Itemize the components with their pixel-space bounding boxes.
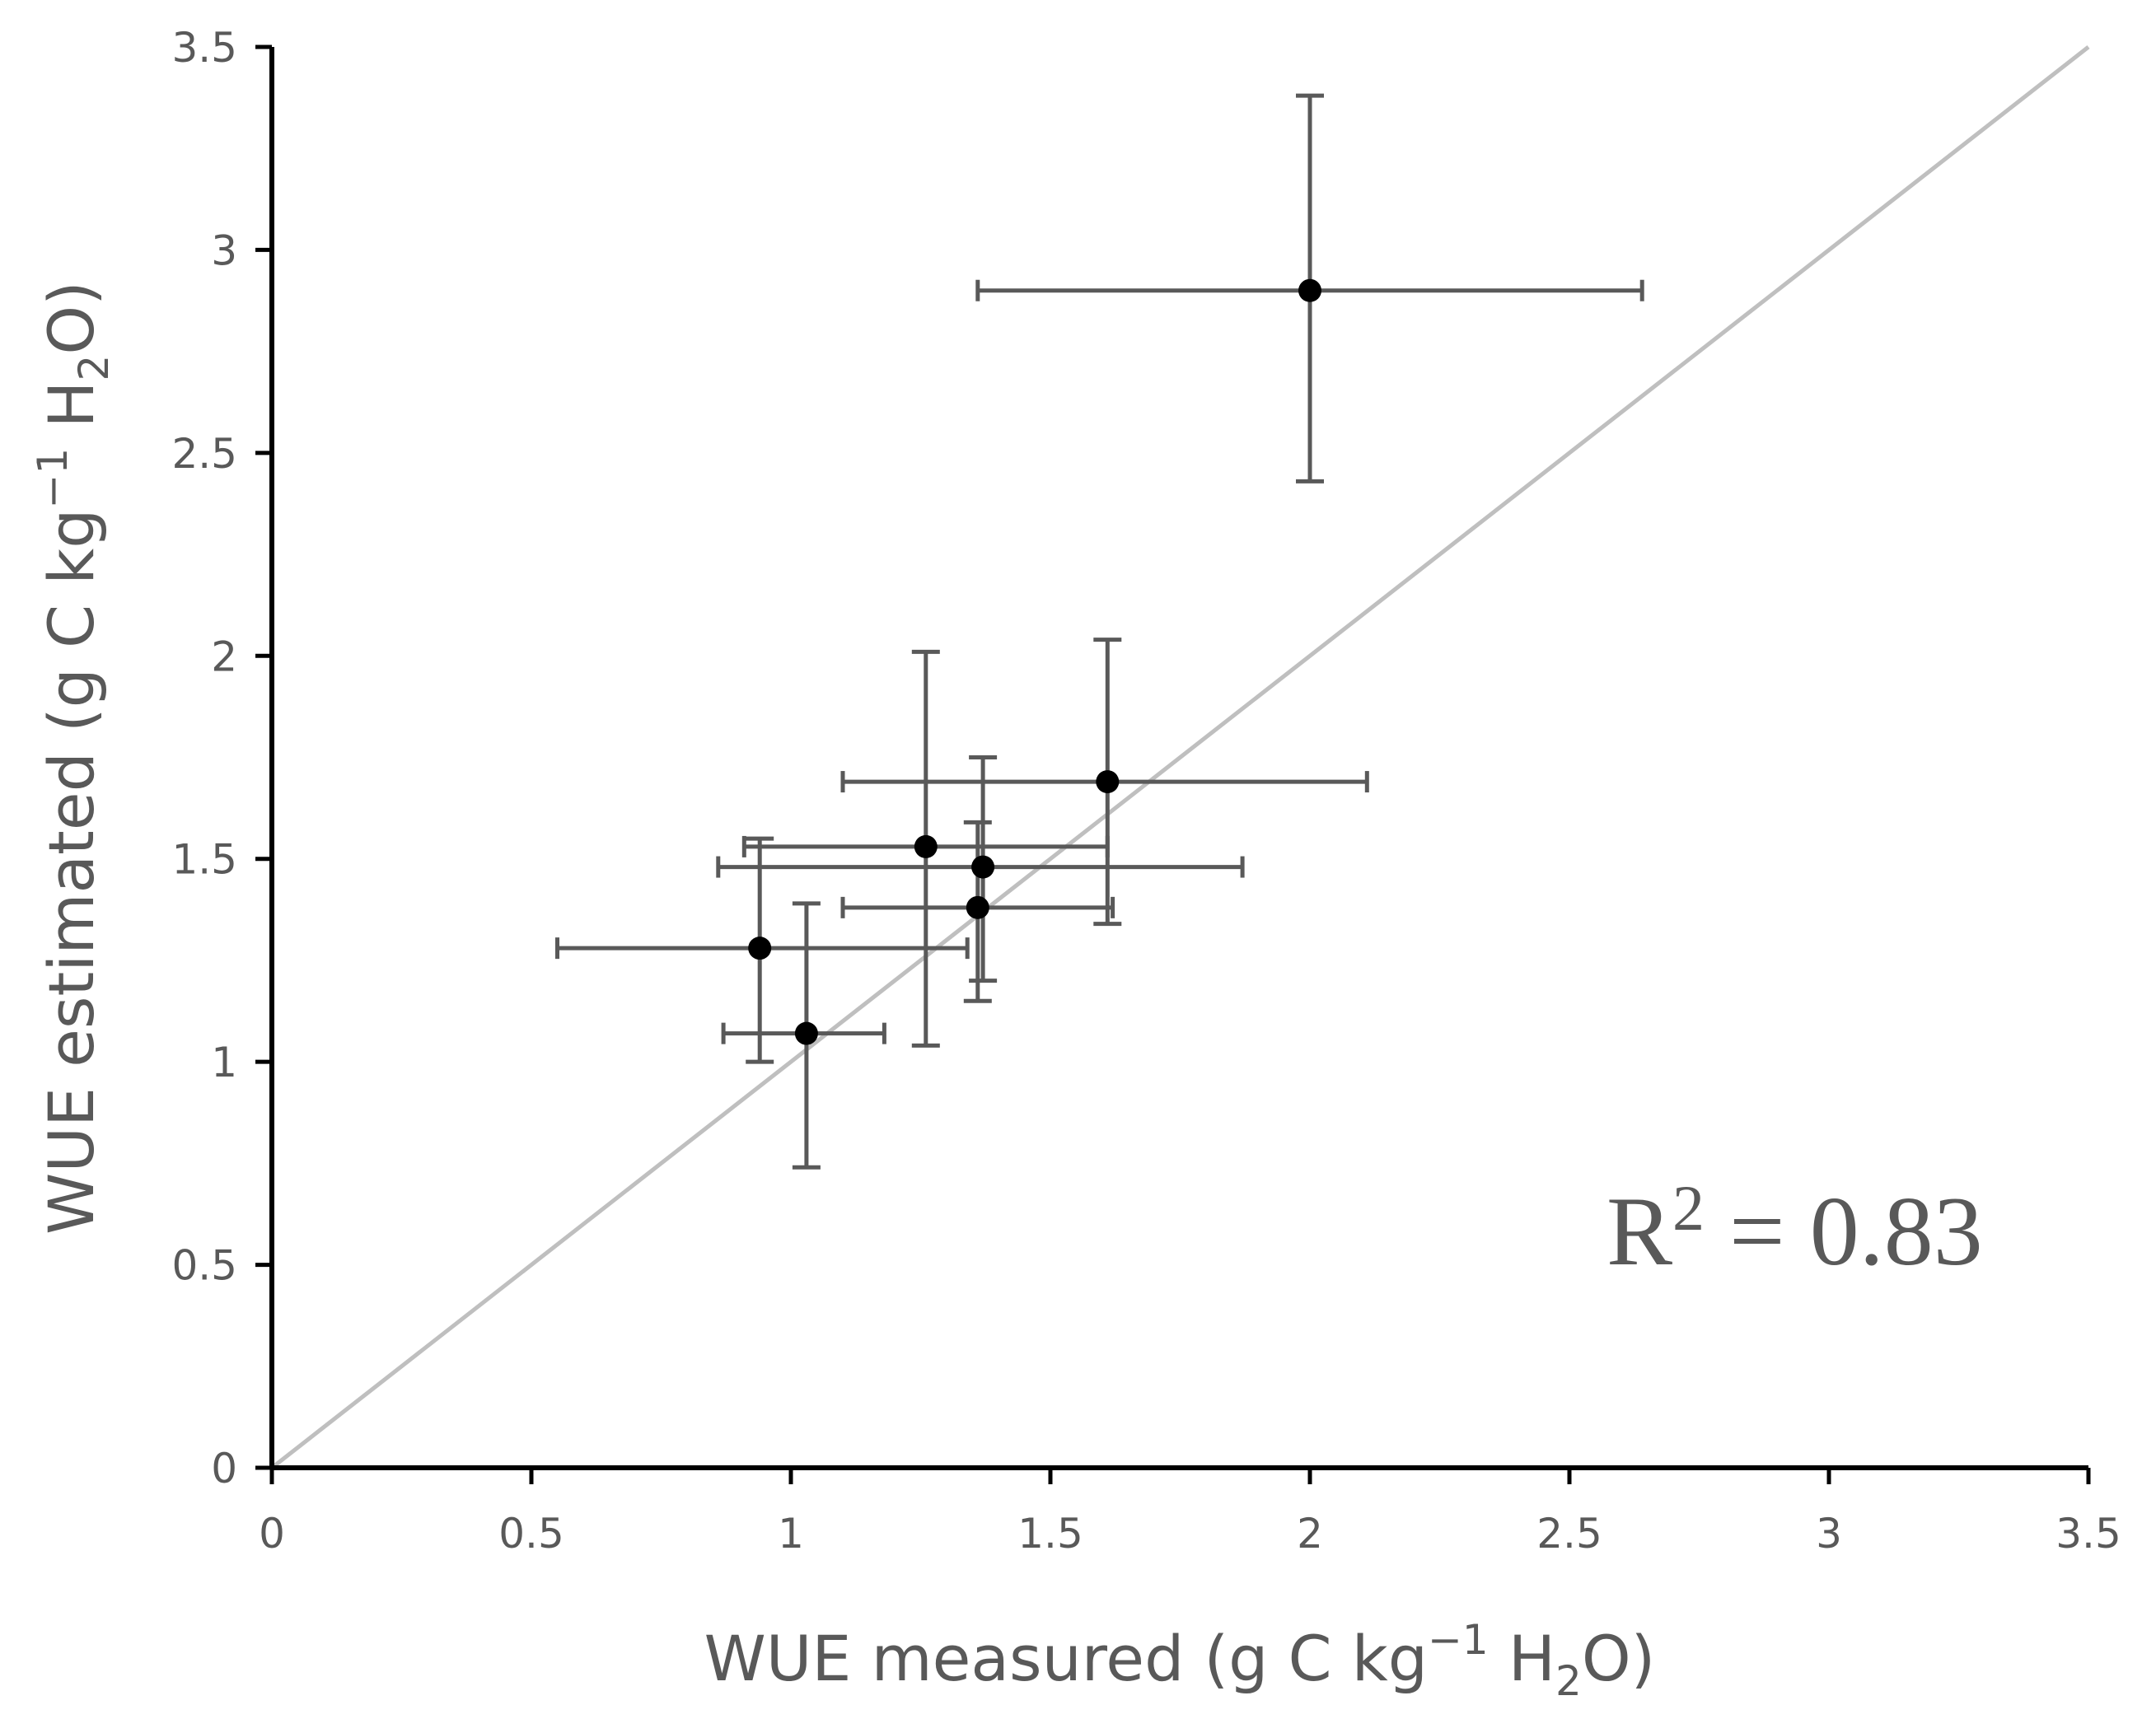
- x-axis-title-prefix: WUE measured (g C kg: [704, 1622, 1428, 1695]
- y-tick-label: 1.5: [171, 836, 237, 884]
- y-axis-title-prefix: WUE estimated (g C kg: [35, 509, 108, 1235]
- ticks: 0 0.5 1 1.5 2 2.5 3 3.5 0 0.5 1 1.5 2 2.5 3 3.5: [171, 24, 2121, 1558]
- y-tick-label: 3.5: [171, 24, 237, 72]
- data-point: [1298, 278, 1321, 302]
- one-to-one-line: [270, 45, 2090, 1469]
- data-point: [966, 895, 989, 919]
- x-tick-label: 2.5: [1536, 1510, 1602, 1558]
- y-axis-title: WUE estimated (g C kg−1 H2O): [29, 281, 118, 1235]
- data-point: [794, 1021, 818, 1045]
- y-tick-label: 3: [211, 227, 237, 274]
- y-axis-title-sup: −1: [29, 448, 77, 509]
- reference-line-layer: [270, 45, 2090, 1469]
- x-tick-label: 1.5: [1017, 1510, 1083, 1558]
- data-point: [914, 834, 938, 858]
- r-squared-sup: 2: [1672, 1172, 1705, 1244]
- y-axis-title-mid: H: [35, 381, 108, 447]
- y-tick-label: 0: [211, 1445, 237, 1492]
- data-point: [971, 855, 995, 879]
- x-tick-label: 0.5: [498, 1510, 564, 1558]
- y-tick-label: 0.5: [171, 1242, 237, 1290]
- r-squared-prefix: R: [1606, 1176, 1672, 1286]
- y-tick-label: 2: [211, 633, 237, 680]
- y-tick-label: 2.5: [171, 430, 237, 478]
- x-axis-title-mid: H: [1489, 1622, 1555, 1695]
- error-bars: [555, 93, 1644, 1170]
- data-points: [748, 278, 1321, 1045]
- x-axis-title-sub: 2: [1555, 1657, 1582, 1705]
- x-tick-label: 3.5: [2055, 1510, 2121, 1558]
- axes: [269, 47, 2088, 1470]
- x-axis-title-suffix: O): [1582, 1622, 1655, 1695]
- y-tick-label: 1: [211, 1039, 237, 1086]
- x-tick-label: 1: [778, 1510, 804, 1558]
- y-axis-title-suffix: O): [35, 281, 108, 354]
- x-tick-label: 2: [1297, 1510, 1323, 1558]
- x-axis-title-sup: −1: [1428, 1616, 1489, 1664]
- r-squared-annotation: R2 = 0.83: [1606, 1172, 1983, 1286]
- x-tick-label: 3: [1816, 1510, 1842, 1558]
- data-point: [1096, 770, 1120, 794]
- x-axis-title: WUE measured (g C kg−1 H2O): [704, 1616, 1656, 1705]
- y-axis-title-sub: 2: [70, 355, 118, 381]
- x-tick-label: 0: [259, 1510, 285, 1558]
- r-squared-value: = 0.83: [1705, 1176, 1983, 1286]
- data-point: [748, 937, 772, 960]
